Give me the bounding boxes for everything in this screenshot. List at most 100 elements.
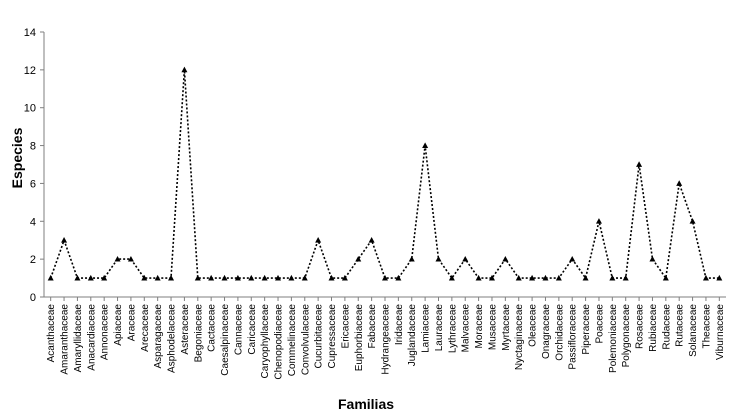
x-tick-label: Passifloraceae [568,304,579,370]
x-tick-label: Chenopodiaceae [274,304,285,380]
x-tick-label: Oleaceae [528,304,539,347]
y-tick-label: 14 [24,27,36,39]
x-tick-label: Rutaceae [675,304,686,347]
data-point [609,274,616,281]
x-tick-label: Lythraceae [447,304,458,354]
data-point [395,274,402,281]
data-point [275,274,282,281]
data-point [555,274,562,281]
data-point [716,274,723,281]
y-axis-title: Especies [9,127,25,188]
x-axis-title: Familias [338,396,394,412]
x-tick-label: Nyctaginaceae [514,304,525,371]
x-tick-label: Rudaceae [661,304,672,350]
x-tick-label: Asphodelaceae [167,304,178,373]
x-tick-label: Viburnaceae [715,304,726,360]
x-tick-label: Solanaceae [688,304,699,357]
data-point [194,274,201,281]
data-point [595,218,602,224]
data-point [221,274,228,281]
y-tick-label: 2 [30,254,36,266]
data-point [355,255,362,262]
data-point [181,66,188,73]
x-tick-label: Apiaceae [113,304,124,346]
x-tick-label: Convolvulaceae [300,304,311,376]
x-tick-label: Lauraceae [434,304,445,352]
x-tick-label: Anacardiaceae [86,304,97,371]
data-point [448,274,455,281]
x-tick-label: Rubiaceae [648,304,659,352]
data-point [676,180,683,186]
x-axis: Acanthaceae Amaranthaceae Amaryllidaceae An… [44,296,726,380]
data-point [582,274,589,281]
x-tick-label: Myrtaceae [501,304,512,351]
x-tick-label: Polygonaceae [621,304,632,368]
data-point [368,237,375,243]
x-tick-label: Amaryllidaceae [73,304,84,373]
series-species [47,66,723,281]
x-tick-label: Caesalpinaceae [220,304,231,376]
data-point [127,255,134,262]
x-tick-label: Moraceae [474,304,485,349]
data-point [408,255,415,262]
x-tick-label: Asteraceae [180,304,191,355]
x-tick-label: Musaceae [487,304,498,351]
x-tick-label: Cucurbitaceae [314,304,325,369]
x-tick-label: Theaceae [701,304,712,349]
data-point [154,274,161,281]
x-tick-label: Juglandaceae [407,304,418,367]
data-point [301,274,308,281]
x-tick-label: Commelinaceae [287,304,298,377]
data-point [261,274,268,281]
data-point [435,255,442,262]
x-tick-label: Annonaceae [100,304,111,361]
x-tick-label: Asparagaceae [153,304,164,369]
x-tick-label: Araceae [126,304,137,342]
x-tick-label: Cannaceae [233,304,244,356]
x-tick-label: Polemoniaceae [608,304,619,373]
data-point [689,218,696,224]
data-point [462,255,469,262]
x-tick-label: Iridaceae [394,304,405,346]
x-tick-label: Poaceae [594,304,605,344]
data-point [422,142,429,148]
data-point [475,274,482,281]
y-tick-label: 0 [30,292,36,304]
data-point [649,255,656,262]
data-point [662,274,669,281]
x-tick-label: Hydrangeaceae [381,304,392,375]
data-point [87,274,94,281]
x-tick-label: Piperaceae [581,304,592,355]
data-point [288,274,295,281]
y-tick-label: 6 [30,178,36,190]
series-line [49,69,720,281]
y-tick-label: 4 [30,216,36,228]
data-point [74,274,81,281]
x-tick-label: Lamiaceae [421,304,432,353]
x-tick-label: Onagraceae [541,304,552,359]
x-tick-label: Cactaceae [207,304,218,352]
data-point [515,274,522,281]
data-point [529,274,536,281]
x-tick-label: Caryophyllaceae [260,304,271,379]
y-tick-label: 12 [24,65,36,77]
x-tick-label: Begoniaceae [193,304,204,363]
y-tick-label: 8 [30,141,36,153]
x-tick-label: Caricaceae [247,304,258,355]
x-tick-label: Orchidaceae [554,304,565,361]
x-tick-label: Cupressaceae [327,304,338,369]
data-point [141,274,148,281]
data-point [636,161,643,167]
data-point [382,274,388,281]
y-axis: 0 2 4 6 8 10 12 14 [24,27,45,304]
data-point [47,274,54,281]
x-tick-label: Malvaceae [461,304,472,353]
data-point [502,255,509,262]
data-point [341,274,348,281]
data-point [622,274,629,281]
data-point [315,237,322,243]
data-point [61,237,68,243]
data-point [101,274,108,281]
x-tick-label: Amaranthaceae [60,304,71,375]
